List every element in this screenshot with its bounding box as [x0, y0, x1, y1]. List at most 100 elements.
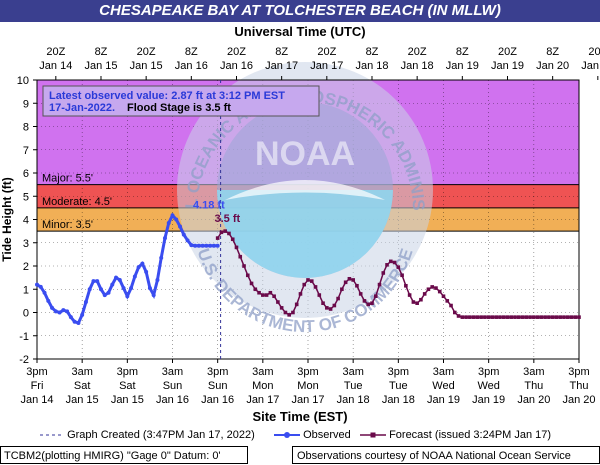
forecast-point: [520, 315, 525, 319]
forecast-point: [411, 300, 416, 304]
bottom-tick-time: 3pm: [26, 366, 47, 378]
latest-value-date: 17-Jan-2022.: [49, 102, 115, 114]
y-tick-label: 6: [23, 168, 29, 180]
forecast-point: [505, 315, 510, 319]
observed-point: [53, 309, 58, 314]
noaa-watermark-sea: [217, 190, 393, 278]
forecast-point: [373, 294, 378, 299]
top-tick-date: Jan 14: [39, 60, 72, 72]
observed-point: [98, 287, 103, 292]
forecast-point: [471, 315, 476, 319]
forecast-point: [524, 315, 529, 319]
bottom-tick-day: Sat: [74, 380, 91, 392]
bottom-tick-time: 3am: [342, 366, 363, 378]
top-tick-date: Jan 15: [84, 60, 117, 72]
observed-point: [42, 290, 47, 295]
bottom-tick-time: 3pm: [297, 366, 318, 378]
top-tick-date: Jan 19: [446, 60, 479, 72]
bottom-tick-day: Mon: [252, 380, 273, 392]
observed-point: [189, 243, 194, 248]
forecast-point: [535, 315, 540, 319]
forecast-point: [257, 290, 261, 295]
band-label-major: Major: 5.5': [42, 173, 93, 185]
observed-point: [155, 277, 160, 282]
forecast-point: [332, 303, 337, 308]
forecast-point: [238, 254, 243, 259]
forecast-point: [419, 297, 423, 302]
forecast-point: [430, 285, 435, 289]
bottom-tick-time: 3am: [433, 366, 454, 378]
forecast-point: [264, 293, 269, 297]
observed-point: [211, 243, 216, 248]
observed-point: [170, 213, 175, 218]
forecast-point: [509, 315, 514, 319]
forecast-point: [490, 315, 495, 319]
top-tick-label: 8Z: [275, 46, 288, 58]
forecast-point: [532, 315, 536, 319]
bottom-tick-date: Jan 19: [427, 394, 460, 406]
top-tick-label: 20Z: [46, 46, 65, 58]
top-axis-title: Universal Time (UTC): [234, 24, 365, 39]
forecast-point: [516, 315, 521, 319]
noaa-watermark-gull: [225, 180, 385, 200]
forecast-point: [577, 315, 581, 319]
forecast-point: [245, 273, 250, 278]
footer-datum: TCBM2(plotting HMIRG) "Gage 0" Datum: 0': [0, 446, 248, 464]
bottom-tick-day: Sun: [208, 380, 228, 392]
top-tick-label: 8Z: [456, 46, 469, 58]
observed-point: [151, 293, 156, 298]
top-tick-label: 20Z: [588, 46, 600, 58]
forecast-point: [230, 237, 235, 242]
forecast-point: [219, 230, 224, 235]
y-tick-label: 2: [23, 261, 29, 273]
y-tick-label: 7: [23, 145, 29, 157]
forecast-point: [479, 315, 483, 319]
observed-point: [132, 274, 137, 279]
observed-point: [95, 279, 100, 284]
observed-point: [46, 298, 51, 303]
forecast-point: [543, 315, 547, 319]
observed-point: [68, 315, 73, 320]
observed-point: [140, 261, 145, 266]
forecast-point: [404, 283, 408, 288]
forecast-point: [227, 231, 231, 236]
top-tick-label: 20Z: [227, 46, 246, 58]
observed-point: [178, 224, 183, 229]
band-label-minor: Minor: 3.5': [42, 219, 93, 231]
forecast-point: [468, 315, 472, 319]
bottom-tick-date: Jan 20: [562, 394, 595, 406]
observed-point: [125, 294, 130, 299]
footer-credit: Observations courtesy of NOAA National O…: [292, 446, 600, 464]
forecast-point: [486, 315, 491, 319]
forecast-point: [569, 315, 574, 319]
forecast-point: [298, 292, 303, 296]
bottom-tick-date: Jan 18: [337, 394, 370, 406]
bottom-tick-date: Jan 15: [111, 394, 144, 406]
forecast-point: [336, 296, 340, 301]
observed-point: [87, 287, 92, 292]
y-tick-label: 8: [23, 122, 29, 134]
observed-point: [144, 269, 149, 274]
forecast-point: [464, 315, 468, 319]
forecast-point: [437, 289, 442, 294]
forecast-point: [452, 310, 457, 315]
forecast-point: [328, 307, 333, 311]
forecast-point: [291, 310, 295, 315]
observed-point: [185, 238, 190, 243]
bottom-tick-day: Thu: [524, 380, 543, 392]
y-axis-label: Tide Height (ft): [0, 177, 14, 261]
observed-point: [102, 293, 107, 298]
forecast-point: [426, 287, 431, 292]
flood-stage-text: Flood Stage is 3.5 ft: [127, 102, 231, 114]
latest-value-box: [42, 85, 320, 117]
bottom-tick-time: 3pm: [478, 366, 499, 378]
bottom-tick-time: 3pm: [568, 366, 589, 378]
forecast-point: [276, 300, 280, 304]
legend: Graph Created (3:47PM Jan 17, 2022) Obse…: [0, 427, 600, 443]
observed-point: [38, 284, 43, 289]
observed-point: [129, 286, 134, 291]
forecast-point: [501, 315, 506, 319]
forecast-point: [565, 315, 570, 319]
top-tick-label: 20Z: [317, 46, 336, 58]
forecast-point: [313, 285, 318, 289]
